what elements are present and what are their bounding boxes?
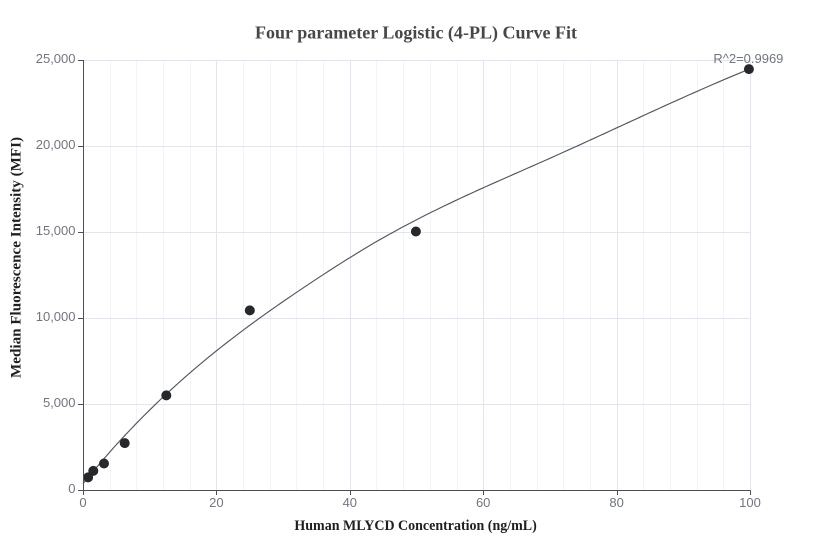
svg-text:Median Fluorescence Intensity: Median Fluorescence Intensity (MFI) bbox=[8, 137, 24, 378]
svg-text:60: 60 bbox=[476, 495, 490, 510]
svg-text:R^2=0.9969: R^2=0.9969 bbox=[713, 51, 783, 66]
svg-text:20: 20 bbox=[209, 495, 223, 510]
svg-text:0: 0 bbox=[79, 495, 86, 510]
svg-text:10,000: 10,000 bbox=[36, 309, 76, 324]
svg-text:100: 100 bbox=[739, 495, 761, 510]
svg-text:15,000: 15,000 bbox=[36, 223, 76, 238]
svg-text:Four parameter Logistic (4-PL): Four parameter Logistic (4-PL) Curve Fit bbox=[255, 22, 577, 43]
svg-text:0: 0 bbox=[68, 481, 75, 496]
svg-text:Human MLYCD Concentration (ng/: Human MLYCD Concentration (ng/mL) bbox=[294, 518, 537, 534]
svg-text:40: 40 bbox=[343, 495, 357, 510]
svg-text:20,000: 20,000 bbox=[36, 137, 76, 152]
svg-text:5,000: 5,000 bbox=[43, 395, 76, 410]
svg-text:80: 80 bbox=[609, 495, 623, 510]
svg-text:25,000: 25,000 bbox=[36, 51, 76, 66]
